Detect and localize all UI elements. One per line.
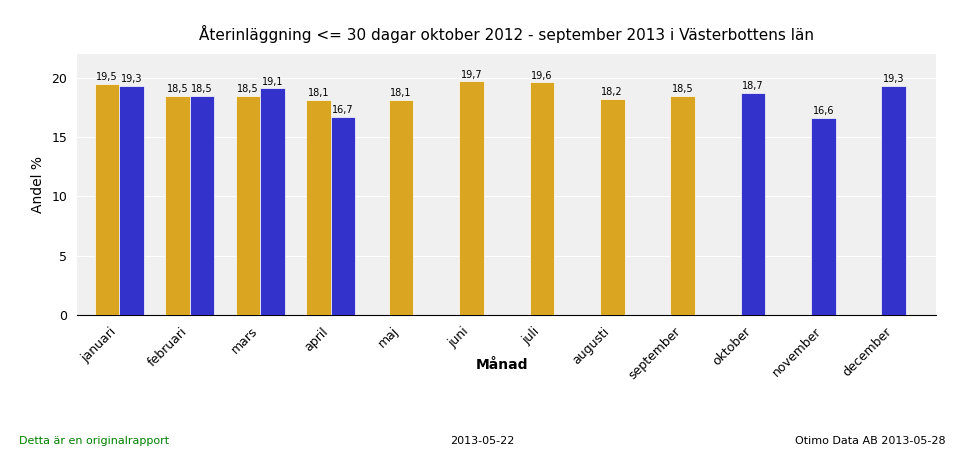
Text: 18,1: 18,1 — [390, 89, 412, 99]
Text: 19,3: 19,3 — [121, 74, 143, 84]
Text: 16,6: 16,6 — [813, 106, 834, 116]
Bar — [261, 88, 285, 315]
Text: Detta är en originalrapport: Detta är en originalrapport — [19, 436, 170, 446]
Bar — [235, 95, 261, 315]
Text: Otimo Data AB 2013-05-28: Otimo Data AB 2013-05-28 — [795, 436, 946, 446]
Bar — [881, 86, 906, 315]
Bar — [389, 100, 413, 315]
Text: 16,7: 16,7 — [332, 105, 354, 115]
Text: 18,1: 18,1 — [308, 89, 329, 99]
Bar — [190, 95, 214, 315]
Text: 18,5: 18,5 — [191, 84, 213, 94]
Text: 18,5: 18,5 — [672, 84, 694, 94]
Text: 18,7: 18,7 — [742, 81, 764, 91]
Bar — [459, 81, 483, 315]
Text: Månad: Månad — [476, 358, 528, 372]
Bar — [120, 86, 144, 315]
Text: 18,2: 18,2 — [601, 87, 623, 97]
Bar — [530, 82, 554, 315]
Bar — [671, 95, 695, 315]
Bar — [741, 93, 765, 315]
Text: 19,1: 19,1 — [262, 76, 284, 86]
Bar — [331, 117, 355, 315]
Text: 18,5: 18,5 — [237, 84, 259, 94]
Text: 19,5: 19,5 — [96, 72, 118, 82]
Title: Återinläggning <= 30 dagar oktober 2012 - september 2013 i Västerbottens län: Återinläggning <= 30 dagar oktober 2012 … — [199, 25, 814, 43]
Bar — [600, 99, 624, 315]
Text: 19,6: 19,6 — [531, 71, 553, 81]
Text: 2013-05-22: 2013-05-22 — [451, 436, 514, 446]
Bar — [165, 95, 190, 315]
Text: 18,5: 18,5 — [167, 84, 188, 94]
Bar — [95, 84, 120, 315]
Text: 19,7: 19,7 — [460, 69, 482, 80]
Text: 19,3: 19,3 — [883, 74, 904, 84]
Bar — [812, 118, 836, 315]
Y-axis label: Andel %: Andel % — [31, 156, 44, 213]
Bar — [306, 100, 331, 315]
